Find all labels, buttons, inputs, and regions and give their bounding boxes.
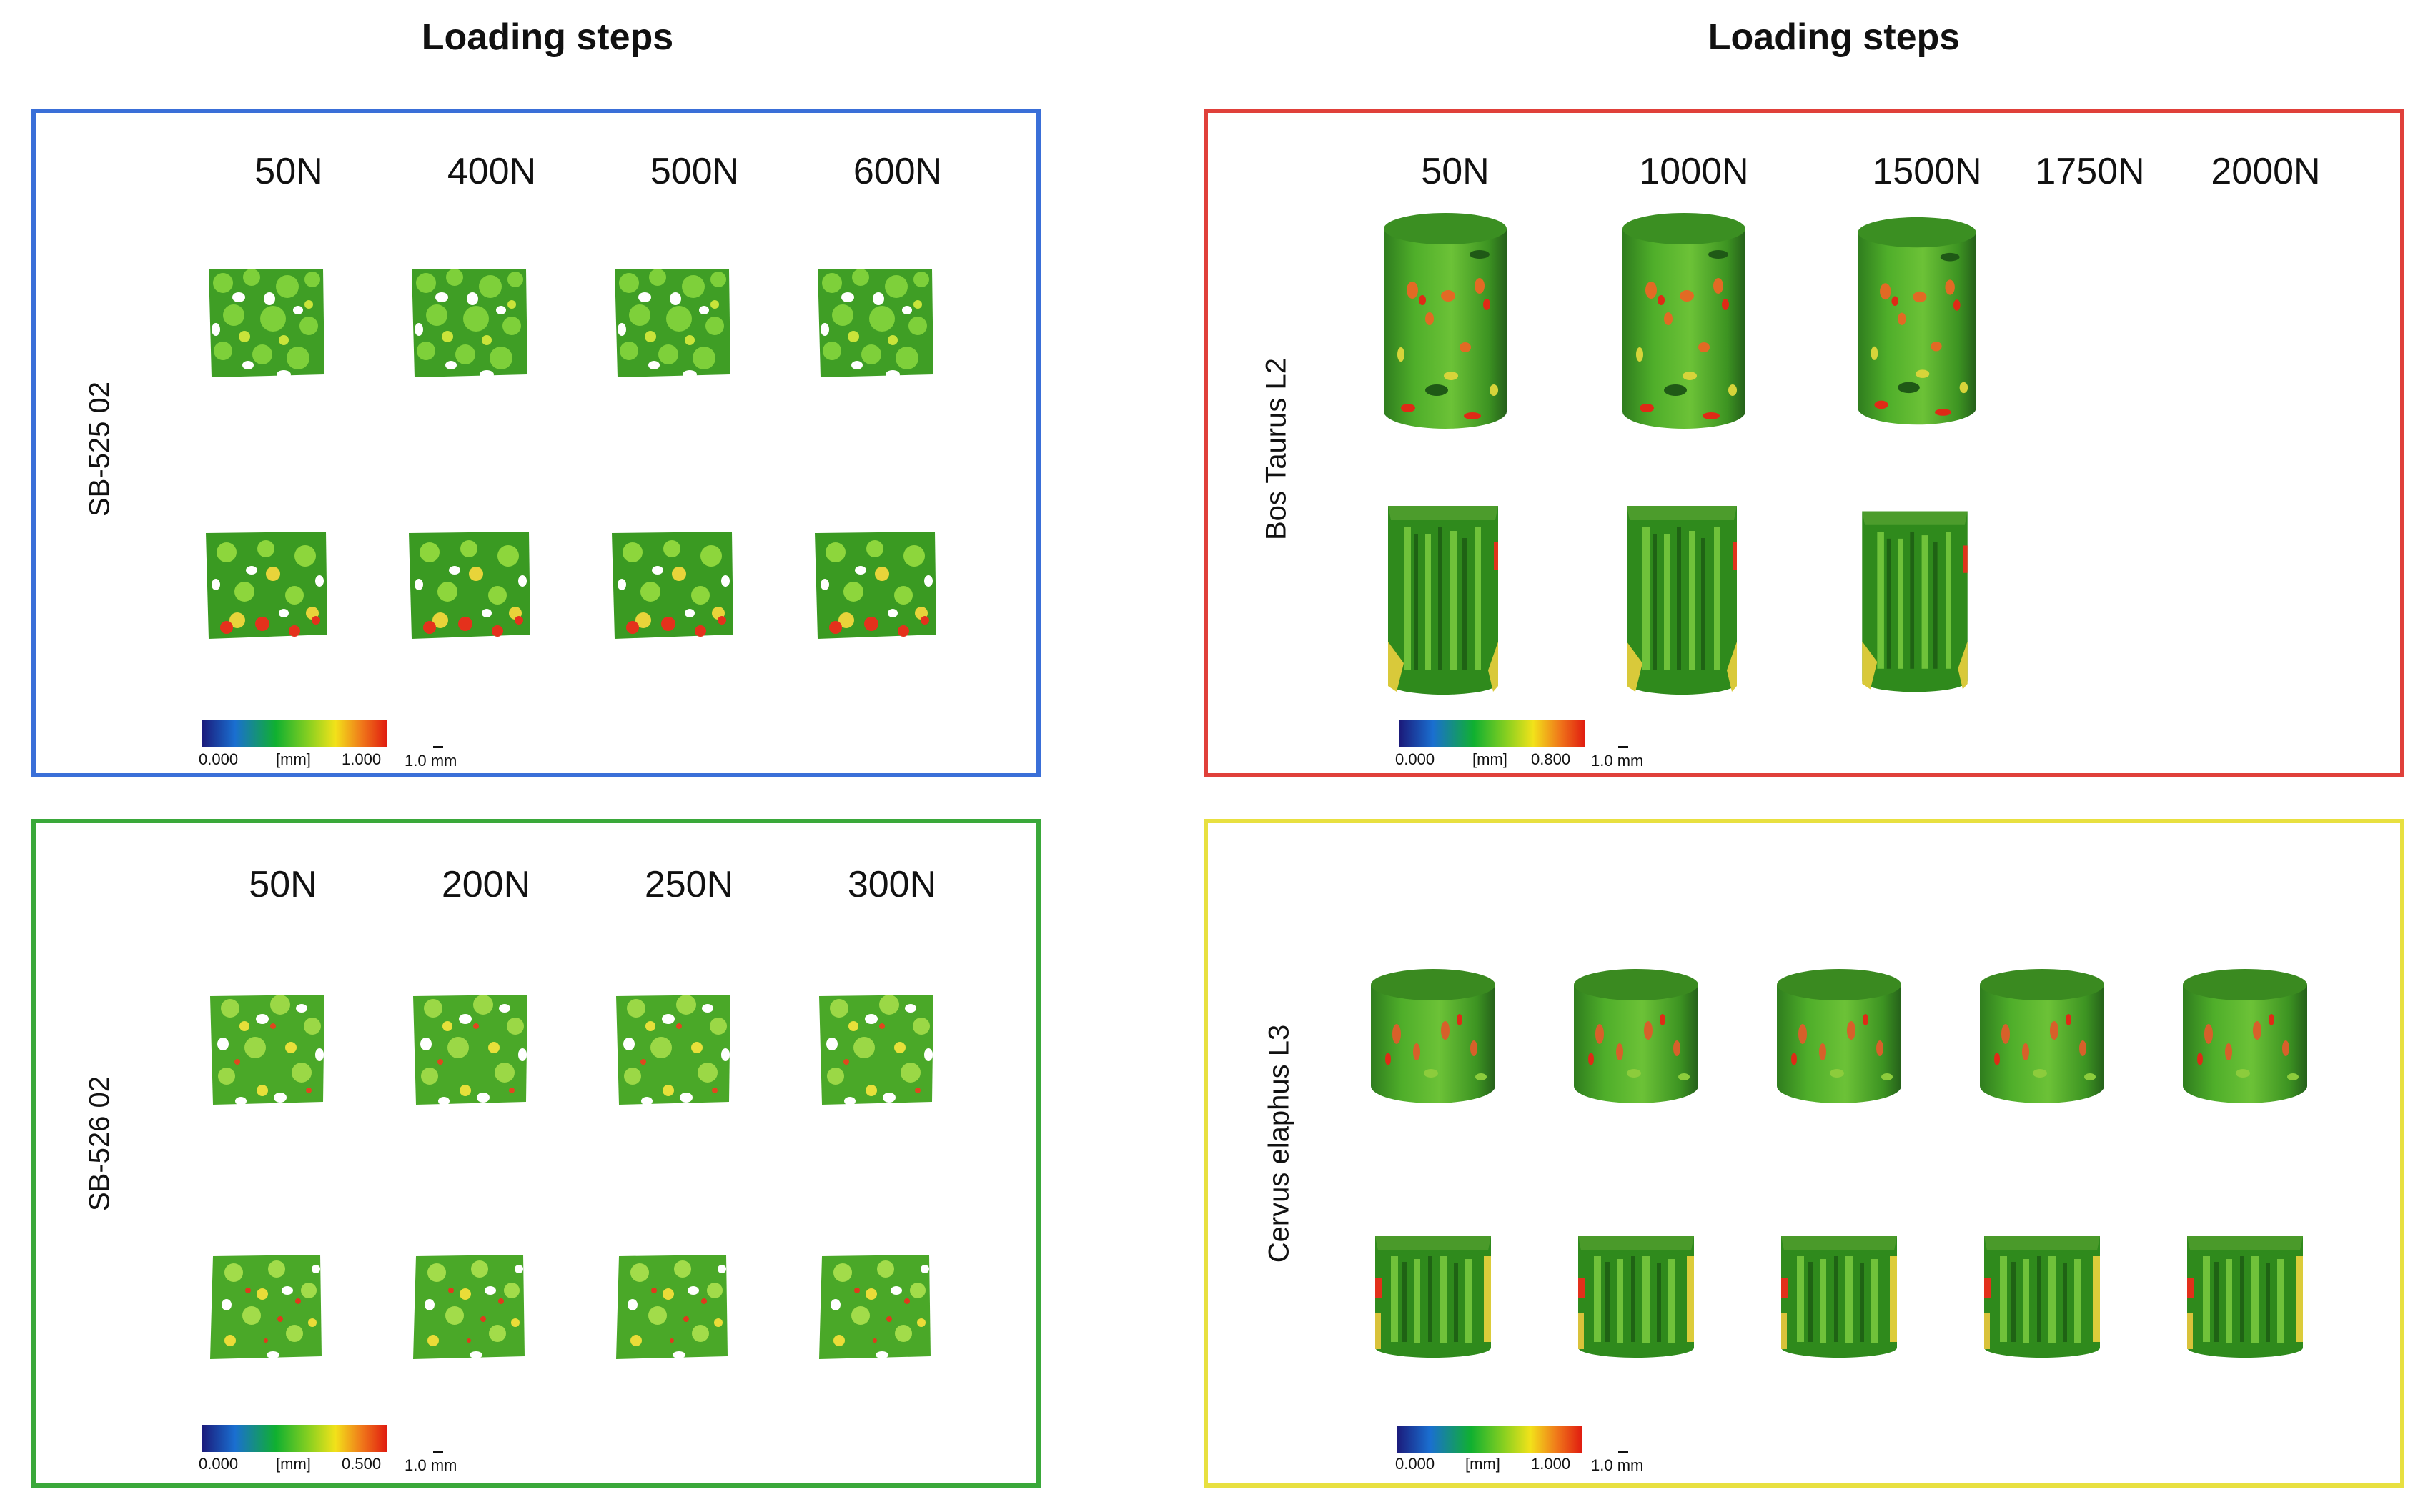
specimen-section-image [194,1233,337,1376]
specimen-section-image [1775,1228,1903,1363]
load-label: 250N [644,864,734,905]
colorbar-max: 1.000 [342,750,382,768]
load-label: 50N [249,864,317,905]
colorbar-max: 1.000 [1531,1455,1571,1473]
load-label: 1000N [1639,151,1749,192]
panel-title: Bos Taurus L2 [1260,358,1292,540]
specimen-image [803,247,946,390]
specimen-image [1379,212,1511,434]
colorbar-min: 0.000 [1395,1455,1435,1473]
specimen-image [803,976,946,1119]
specimen-section-image [397,513,540,656]
specimen-section-image [1854,504,1976,697]
specimen-image [1618,212,1750,434]
panel-cervus: Cervus elaphus L3 0.000 [mm] 1.000 1.0 m… [1204,819,2404,1488]
specimen-image [2179,966,2312,1109]
specimen-image [194,247,337,390]
colorbar-unit: [mm] [1465,1455,1500,1473]
load-label: 50N [1421,151,1490,192]
scale-bar [433,746,443,748]
load-label: 400N [447,151,537,192]
colorbar-min: 0.000 [199,1455,239,1473]
colorbar-max: 0.800 [1531,750,1571,768]
colorbar [202,720,387,747]
specimen-section-image [803,513,946,656]
scale-bar [433,1451,443,1453]
specimen-image [1367,966,1500,1109]
colorbar-unit: [mm] [276,750,311,768]
specimen-section-image [194,513,337,656]
colorbar-max: 0.500 [342,1455,382,1473]
load-label: 1500N [1872,151,1982,192]
scale-label: 1.0 mm [1591,752,1644,770]
specimen-section-image [600,1233,743,1376]
specimen-section-image [1382,499,1504,700]
specimen-image [600,976,743,1119]
specimen-image [1570,966,1703,1109]
panel-bos-taurus: Bos Taurus L2 50N 1000N 1500N 1750N 2000… [1204,109,2404,777]
scale-label: 1.0 mm [405,752,457,770]
load-label: 2000N [2211,151,2321,192]
load-label: 50N [254,151,323,192]
panel-title: Cervus elaphus L3 [1263,1024,1295,1263]
specimen-section-image [1621,499,1743,700]
specimen-image [397,976,540,1119]
panel-sb525: SB-525 02 50N 400N 500N 600N 0.000 [mm] … [31,109,1041,777]
colorbar-min: 0.000 [1395,750,1435,768]
heading-right: Loading steps [1708,16,1961,58]
load-label: 200N [441,864,531,905]
load-label: 500N [650,151,740,192]
specimen-image [397,247,540,390]
load-label: 300N [847,864,937,905]
specimen-section-image [1572,1228,1700,1363]
specimen-section-image [1369,1228,1497,1363]
specimen-image [1773,966,1906,1109]
specimen-section-image [397,1233,540,1376]
panel-sb526: SB-526 02 50N 200N 250N 300N 0.000 [mm] … [31,819,1041,1488]
colorbar-min: 0.000 [199,750,239,768]
load-label: 1750N [2035,151,2145,192]
colorbar [202,1425,387,1452]
panel-title: SB-525 02 [84,381,116,517]
panel-title: SB-526 02 [84,1075,116,1212]
heading-left: Loading steps [421,16,674,58]
colorbar-unit: [mm] [1472,750,1507,768]
scale-label: 1.0 mm [1591,1456,1644,1474]
specimen-section-image [600,513,743,656]
scale-bar [1618,746,1628,748]
specimen-section-image [1978,1228,2106,1363]
specimen-section-image [2181,1228,2309,1363]
specimen-section-image [803,1233,946,1376]
specimen-image [1976,966,2109,1109]
scale-bar [1618,1451,1628,1453]
specimen-image [1851,216,1983,430]
specimen-image [194,976,337,1119]
scale-label: 1.0 mm [405,1456,457,1474]
load-label: 600N [853,151,943,192]
colorbar [1397,1426,1582,1453]
colorbar [1399,720,1585,747]
colorbar-unit: [mm] [276,1455,311,1473]
specimen-image [600,247,743,390]
